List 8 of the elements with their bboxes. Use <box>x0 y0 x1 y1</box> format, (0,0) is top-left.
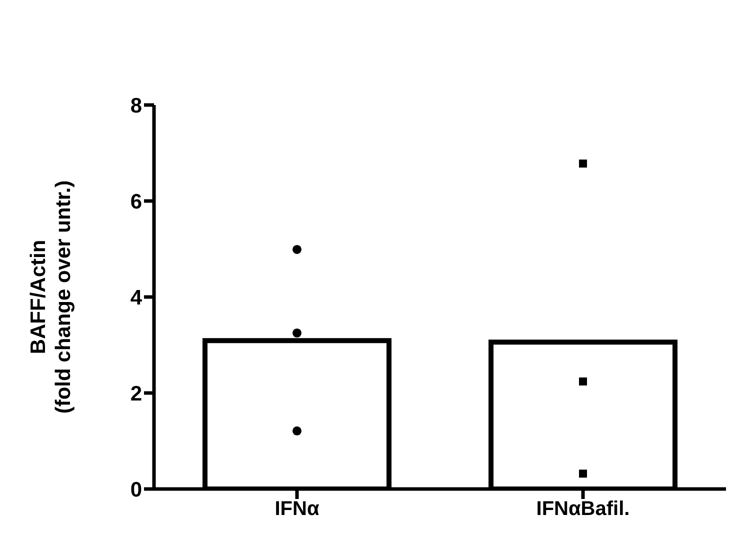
x-tick-label: IFNα <box>274 498 320 520</box>
y-tick-label: 4 <box>130 286 142 310</box>
y-tick-label: 0 <box>130 478 142 502</box>
y-tick-label: 8 <box>130 94 142 118</box>
y-tick-label: 2 <box>130 382 142 406</box>
y-axis-title: BAFF/Actin (fold change over untr.) <box>27 180 75 414</box>
y-tick-label: 6 <box>130 190 142 214</box>
x-tick-label: IFNαBafil. <box>536 498 630 520</box>
